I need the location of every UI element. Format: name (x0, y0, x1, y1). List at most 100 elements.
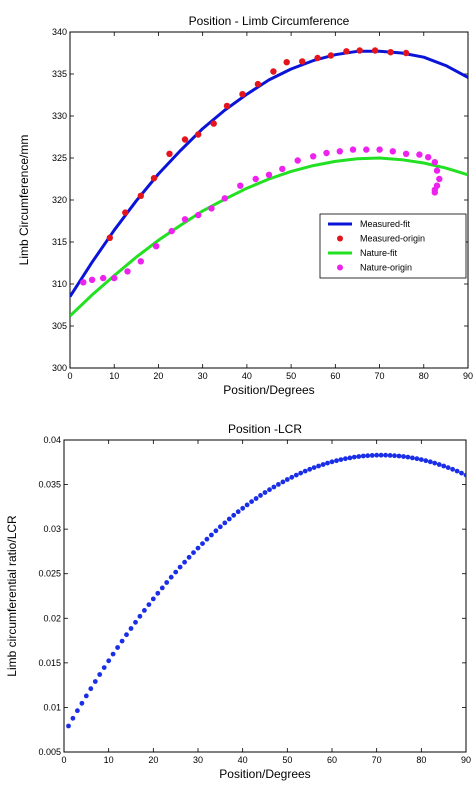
data-point (88, 276, 96, 283)
data-point (279, 165, 286, 173)
data-point (392, 453, 397, 459)
data-point (334, 458, 339, 464)
data-point (110, 651, 116, 657)
data-point (299, 58, 306, 65)
data-point (173, 569, 179, 575)
data-point (436, 175, 443, 183)
data-point (293, 472, 299, 478)
x-tick-label: 80 (416, 755, 426, 765)
y-tick-label: 0.005 (38, 747, 61, 757)
chart-lcr: Position -LCR 0 10 20 30 40 50 60 70 80 90 0.005 0.… (5, 422, 471, 781)
y-tick-label: 330 (52, 111, 67, 121)
data-point (276, 482, 281, 487)
data-point (100, 274, 107, 282)
data-point (323, 149, 330, 157)
data-point (204, 536, 210, 542)
data-point (128, 626, 134, 631)
data-point (97, 672, 103, 677)
data-point (166, 150, 173, 157)
data-point (360, 453, 366, 459)
data-point (210, 120, 217, 127)
data-point (88, 686, 94, 692)
y-tick-label: 0.015 (38, 658, 61, 668)
data-point (363, 146, 370, 153)
data-point (239, 91, 246, 98)
data-point (270, 68, 277, 75)
data-point (387, 453, 393, 458)
data-point (289, 474, 295, 480)
data-point (445, 465, 451, 470)
data-point (79, 700, 85, 706)
data-point (459, 470, 464, 476)
data-point (254, 80, 262, 88)
data-point (83, 693, 89, 699)
data-point (252, 175, 259, 183)
data-point (329, 459, 335, 465)
data-point (122, 209, 129, 216)
data-point (389, 148, 396, 155)
data-point (124, 632, 129, 638)
legend-label-nature-origin: Nature-origin (360, 263, 412, 273)
data-point (387, 49, 394, 56)
data-point (351, 454, 357, 460)
x-tick-label: 60 (330, 371, 340, 381)
data-point (314, 54, 321, 62)
data-point (376, 146, 383, 153)
data-point (200, 541, 205, 546)
x-tick-label: 80 (419, 371, 429, 381)
chart-limb-circumference: Position - Limb Circumference 0 10 20 30 40 5… (17, 14, 473, 397)
data-point (181, 136, 189, 143)
data-point (432, 460, 438, 466)
data-point (195, 211, 202, 219)
data-point (427, 459, 433, 465)
chart2-plot-frame (63, 439, 467, 753)
data-point (208, 205, 215, 212)
data-point (441, 463, 447, 469)
chart1-legend: Measured-fit Measured-origin Nature-fit … (319, 213, 467, 279)
data-point (450, 466, 455, 472)
data-point (284, 477, 290, 482)
y-tick-label: 0.04 (43, 435, 61, 445)
data-point (405, 454, 411, 460)
chart2-plot-area (66, 452, 466, 729)
data-point (307, 466, 313, 472)
x-tick-label: 30 (198, 371, 208, 381)
data-point (182, 559, 188, 565)
data-point (416, 151, 423, 158)
data-point (371, 47, 379, 54)
legend-label-measured-origin: Measured-origin (360, 234, 425, 244)
data-point (66, 723, 71, 729)
data-point (155, 590, 161, 596)
y-tick-label: 0.035 (38, 480, 61, 490)
data-point (124, 268, 131, 275)
data-point (168, 574, 174, 580)
data-point (209, 532, 214, 538)
data-point (423, 458, 429, 464)
data-point (92, 679, 98, 684)
chart1-plot-area (70, 47, 468, 317)
data-point (177, 564, 183, 570)
data-point (425, 154, 432, 161)
data-point (463, 472, 466, 478)
x-tick-label: 40 (242, 371, 252, 381)
legend-mark-measured-origin (337, 235, 343, 242)
y-tick-label: 0.02 (43, 613, 61, 623)
y-tick-label: 320 (52, 195, 67, 205)
data-point (327, 52, 335, 59)
data-point (271, 484, 277, 490)
data-point (195, 545, 201, 551)
legend-mark-nature-origin (337, 264, 343, 271)
data-point (338, 457, 344, 462)
data-point (258, 493, 263, 498)
y-tick-label: 315 (52, 237, 67, 247)
data-point (401, 454, 406, 459)
x-tick-label: 50 (286, 371, 296, 381)
data-point (267, 487, 272, 493)
data-point (244, 502, 250, 508)
data-point (325, 460, 330, 466)
data-point (75, 708, 80, 714)
data-point (349, 146, 357, 153)
x-tick-label: 70 (372, 755, 382, 765)
data-point (222, 520, 228, 526)
data-point (414, 456, 420, 462)
